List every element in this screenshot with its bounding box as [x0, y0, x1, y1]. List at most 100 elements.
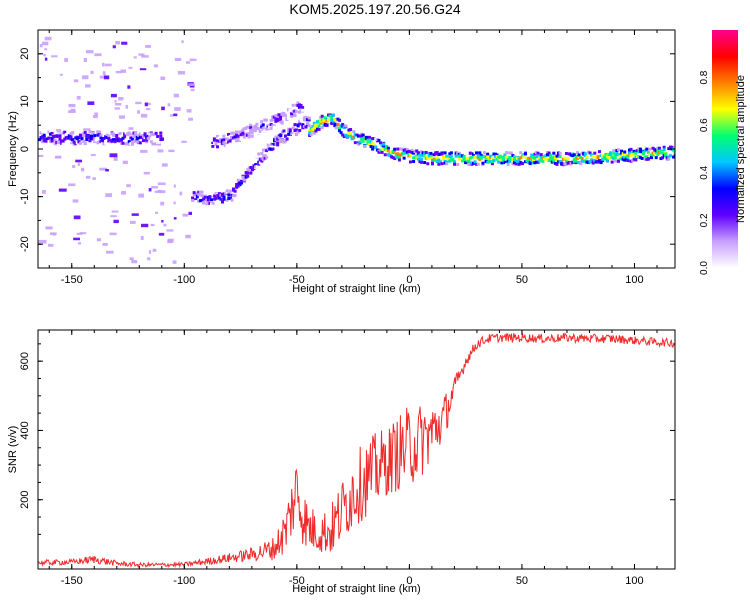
spectrogram-cell	[568, 152, 572, 156]
spectrogram-cell	[266, 124, 270, 128]
spectrogram-cell	[494, 153, 498, 157]
spectrogram-cell	[534, 151, 538, 155]
spectrogram-cell	[465, 157, 469, 161]
spectrogram-cell	[138, 53, 145, 56]
spectrogram-cell	[257, 160, 261, 164]
spectrogram-cell	[355, 130, 359, 134]
spectrogram-cell	[167, 238, 174, 243]
spectrogram-cell	[426, 162, 430, 166]
spectrogram-cell	[396, 152, 400, 156]
spectrogram-cell	[131, 259, 138, 264]
spectrogram-cell	[282, 111, 286, 115]
spectrogram-cell	[338, 129, 342, 133]
spectrogram-cell	[67, 136, 71, 140]
spectrogram-cell	[288, 108, 292, 112]
spectrogram-cell	[503, 161, 507, 165]
spectrogram-cell	[135, 140, 139, 144]
spectrogram-cell	[307, 123, 311, 127]
spectrogram-cell	[232, 187, 236, 191]
spectrogram-cell	[244, 134, 248, 138]
spectrogram-cell	[508, 151, 512, 155]
spectrogram-cell	[501, 158, 505, 162]
spectrogram-cell	[244, 132, 248, 136]
spectrogram-cell	[307, 118, 311, 122]
y-tick-label: 0	[19, 146, 31, 152]
spectrogram-cell	[427, 154, 431, 158]
spectrogram-cell	[500, 161, 504, 165]
spectrogram-cell	[45, 139, 49, 143]
x-tick-label: 50	[516, 575, 528, 587]
spectrogram-cell	[121, 132, 125, 136]
spectrogram-cell	[657, 146, 661, 150]
spectrogram-cell	[120, 69, 127, 73]
spectrogram-cell	[298, 122, 302, 126]
spectrogram-cell	[656, 146, 660, 150]
spectrogram-cell	[94, 129, 98, 133]
spectrogram-cell	[390, 150, 394, 154]
spectrogram-cell	[188, 83, 195, 86]
spectrogram-cell	[626, 159, 630, 163]
spectrogram-cell	[610, 160, 614, 164]
spectrogram-cell	[627, 148, 631, 152]
spectrogram-cell	[311, 129, 315, 133]
spectrogram-cell	[673, 151, 675, 155]
spectrogram-cell	[160, 137, 164, 141]
spectrogram-cell	[583, 159, 587, 163]
spectrogram-cell	[621, 157, 625, 161]
spectrogram-cell	[77, 162, 80, 166]
spectrogram-cell	[423, 161, 427, 165]
spectrogram-cell	[642, 152, 646, 156]
spectrogram-cell	[560, 160, 564, 164]
spectrogram-cell	[139, 68, 147, 71]
spectrogram-cell	[124, 131, 128, 135]
spectrogram-cell	[157, 142, 161, 146]
spectrogram-cell	[299, 108, 303, 112]
spectrogram-cell	[50, 131, 54, 135]
spectrogram-cell	[217, 196, 221, 200]
spectrogram-cell	[44, 139, 48, 143]
spectrogram-cell	[612, 156, 616, 160]
spectrogram-cell	[58, 188, 67, 192]
spectrogram-cell	[78, 141, 82, 145]
spectrogram-cell	[640, 150, 644, 154]
spectrogram-cell	[217, 192, 221, 196]
spectrogram-cell	[69, 132, 73, 136]
spectrogram-cell	[102, 242, 108, 246]
spectrogram-cell	[181, 40, 184, 44]
spectrogram-cell	[247, 163, 251, 167]
spectrogram-cell	[413, 150, 417, 154]
spectrogram-cell	[338, 118, 342, 122]
spectrogram-cell	[113, 219, 119, 224]
spectrogram-cell	[315, 120, 319, 124]
spectrogram-cell	[295, 128, 299, 132]
spectrogram-cell	[147, 257, 151, 261]
spectrogram-cell	[553, 156, 557, 160]
spectrogram-cell	[279, 120, 283, 124]
spectrogram-cell	[257, 127, 261, 131]
spectrogram-cell	[514, 159, 518, 163]
spectrogram-cell	[344, 124, 348, 128]
spectrogram-cell	[236, 182, 240, 186]
spectrogram-cell	[464, 161, 468, 165]
spectrogram-cell	[153, 142, 157, 146]
spectrogram-cell	[208, 191, 212, 195]
spectrogram-cell	[298, 128, 302, 132]
spectrogram-cell	[457, 154, 461, 158]
spectrogram-cell	[103, 75, 110, 80]
spectrogram-cell	[200, 190, 204, 194]
spectrogram-cell	[453, 160, 457, 164]
spectrogram-cell	[280, 130, 284, 134]
spectrogram-cell	[471, 161, 475, 165]
spectrogram-cell	[59, 73, 63, 76]
spectrogram-cell	[53, 130, 57, 134]
spectrogram-cell	[531, 156, 535, 160]
spectrogram-cell	[590, 153, 594, 157]
spectrogram-cell	[272, 139, 276, 143]
spectrogram-cell	[115, 103, 122, 106]
spectrogram-cell	[486, 152, 490, 156]
spectrogram-cell	[287, 132, 291, 136]
spectrogram-cell	[631, 153, 635, 157]
spectrogram-cell	[42, 136, 46, 140]
spectrogram-cell	[445, 160, 449, 164]
spectrogram-cell	[657, 151, 661, 155]
